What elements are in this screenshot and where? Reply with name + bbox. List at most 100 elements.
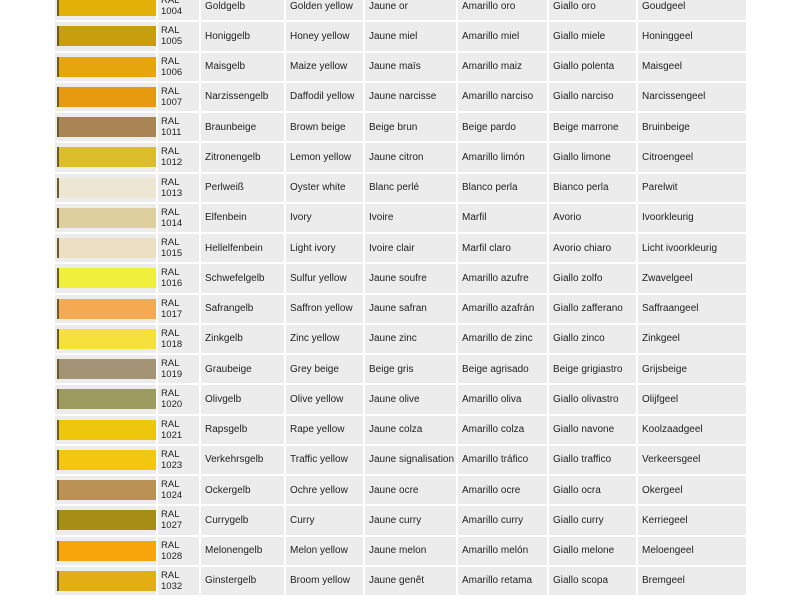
color-swatch [57, 238, 156, 259]
ral-color-table: RAL 1004 Goldgelb Golden yellow Jaune or Ama… [55, 0, 746, 597]
german-name: Hellelfenbein [201, 234, 284, 263]
table-row: RAL 1032 Ginstergelb Broom yellow Jaune gen… [55, 566, 746, 595]
german-name: Melonengelb [201, 536, 284, 565]
dutch-name: Goudgeel [638, 0, 746, 21]
italian-name: Bianco perla [549, 173, 636, 202]
french-name: Jaune olive [365, 385, 456, 414]
french-name: Jaune genêt [365, 566, 456, 595]
english-name: Curry [286, 506, 363, 535]
ral-code: RAL 1007 [158, 82, 199, 111]
french-name: Jaune maïs [365, 52, 456, 81]
dutch-name: Bruinbeige [638, 113, 746, 142]
english-name: Honey yellow [286, 22, 363, 51]
french-name: Jaune signalisation [365, 445, 456, 474]
color-swatch [57, 268, 156, 289]
swatch-cell [55, 355, 156, 384]
table-row: RAL 1014 Elfenbein Ivory Ivoire Marfil Avorio… [55, 203, 746, 232]
german-name: Zitronengelb [201, 143, 284, 172]
dutch-name: Olijfgeel [638, 385, 746, 414]
spanish-name: Amarillo melón [458, 536, 547, 565]
swatch-cell [55, 536, 156, 565]
italian-name: Giallo miele [549, 22, 636, 51]
color-swatch [57, 480, 156, 501]
table-row: RAL 1018 Zinkgelb Zinc yellow Jaune zinc Ama… [55, 324, 746, 353]
spanish-name: Amarillo de zinc [458, 324, 547, 353]
table-row: RAL 1024 Ockergelb Ochre yellow Jaune ocre A… [55, 476, 746, 505]
english-name: Olive yellow [286, 385, 363, 414]
spanish-name: Amarillo tráfico [458, 445, 547, 474]
dutch-name: Zwavelgeel [638, 264, 746, 293]
english-name: Lemon yellow [286, 143, 363, 172]
german-name: Schwefelgelb [201, 264, 284, 293]
italian-name: Giallo zafferano [549, 294, 636, 323]
italian-name: Giallo curry [549, 506, 636, 535]
swatch-cell [55, 445, 156, 474]
italian-name: Giallo zinco [549, 324, 636, 353]
ral-code: RAL 1027 [158, 506, 199, 535]
swatch-cell [55, 294, 156, 323]
dutch-name: Licht ivoorkleurig [638, 234, 746, 263]
spanish-name: Amarillo oro [458, 0, 547, 21]
spanish-name: Amarillo azufre [458, 264, 547, 293]
dutch-name: Honinggeel [638, 22, 746, 51]
ral-code: RAL 1016 [158, 264, 199, 293]
dutch-name: Kerriegeel [638, 506, 746, 535]
swatch-cell [55, 52, 156, 81]
dutch-name: Koolzaadgeel [638, 415, 746, 444]
swatch-cell [55, 385, 156, 414]
spanish-name: Marfil claro [458, 234, 547, 263]
ral-code: RAL 1024 [158, 476, 199, 505]
table-row: RAL 1005 Honiggelb Honey yellow Jaune miel A… [55, 22, 746, 51]
color-swatch [57, 540, 156, 561]
color-swatch [57, 26, 156, 47]
dutch-name: Zinkgeel [638, 324, 746, 353]
table-row: RAL 1004 Goldgelb Golden yellow Jaune or Ama… [55, 0, 746, 21]
ral-code: RAL 1019 [158, 355, 199, 384]
spanish-name: Amarillo azafrán [458, 294, 547, 323]
ral-code: RAL 1021 [158, 415, 199, 444]
table-row: RAL 1016 Schwefelgelb Sulfur yellow Jaune s… [55, 264, 746, 293]
ral-code: RAL 1028 [158, 536, 199, 565]
ral-code: RAL 1032 [158, 566, 199, 595]
ral-code: RAL 1011 [158, 113, 199, 142]
color-swatch [57, 510, 156, 531]
ral-code: RAL 1017 [158, 294, 199, 323]
color-swatch [57, 449, 156, 470]
table-row: RAL 1028 Melonengelb Melon yellow Jaune mel… [55, 536, 746, 565]
spanish-name: Amarillo miel [458, 22, 547, 51]
ral-code: RAL 1015 [158, 234, 199, 263]
italian-name: Giallo ocra [549, 476, 636, 505]
italian-name: Giallo scopa [549, 566, 636, 595]
french-name: Jaune miel [365, 22, 456, 51]
table-row: RAL 1017 Safrangelb Saffron yellow Jaune sa… [55, 294, 746, 323]
table-row: RAL 1011 Braunbeige Brown beige Beige brun B… [55, 113, 746, 142]
german-name: Currygelb [201, 506, 284, 535]
german-name: Zinkgelb [201, 324, 284, 353]
swatch-cell [55, 173, 156, 202]
spanish-name: Amarillo limón [458, 143, 547, 172]
german-name: Ginstergelb [201, 566, 284, 595]
dutch-name: Parelwit [638, 173, 746, 202]
dutch-name: Bremgeel [638, 566, 746, 595]
table-row: RAL 1020 Olivgelb Olive yellow Jaune olive A… [55, 385, 746, 414]
dutch-name: Narcissengeel [638, 82, 746, 111]
italian-name: Giallo navone [549, 415, 636, 444]
german-name: Honiggelb [201, 22, 284, 51]
english-name: Sulfur yellow [286, 264, 363, 293]
color-swatch [57, 56, 156, 77]
french-name: Jaune curry [365, 506, 456, 535]
english-name: Maize yellow [286, 52, 363, 81]
italian-name: Giallo traffico [549, 445, 636, 474]
color-swatch [57, 389, 156, 410]
table-row: RAL 1006 Maisgelb Maize yellow Jaune maïs Am… [55, 52, 746, 81]
spanish-name: Amarillo oliva [458, 385, 547, 414]
german-name: Narzissengelb [201, 82, 284, 111]
color-swatch [57, 177, 156, 198]
italian-name: Giallo zolfo [549, 264, 636, 293]
ral-code: RAL 1013 [158, 173, 199, 202]
ral-code: RAL 1005 [158, 22, 199, 51]
swatch-cell [55, 113, 156, 142]
spanish-name: Marfil [458, 203, 547, 232]
english-name: Daffodil yellow [286, 82, 363, 111]
french-name: Ivoire clair [365, 234, 456, 263]
